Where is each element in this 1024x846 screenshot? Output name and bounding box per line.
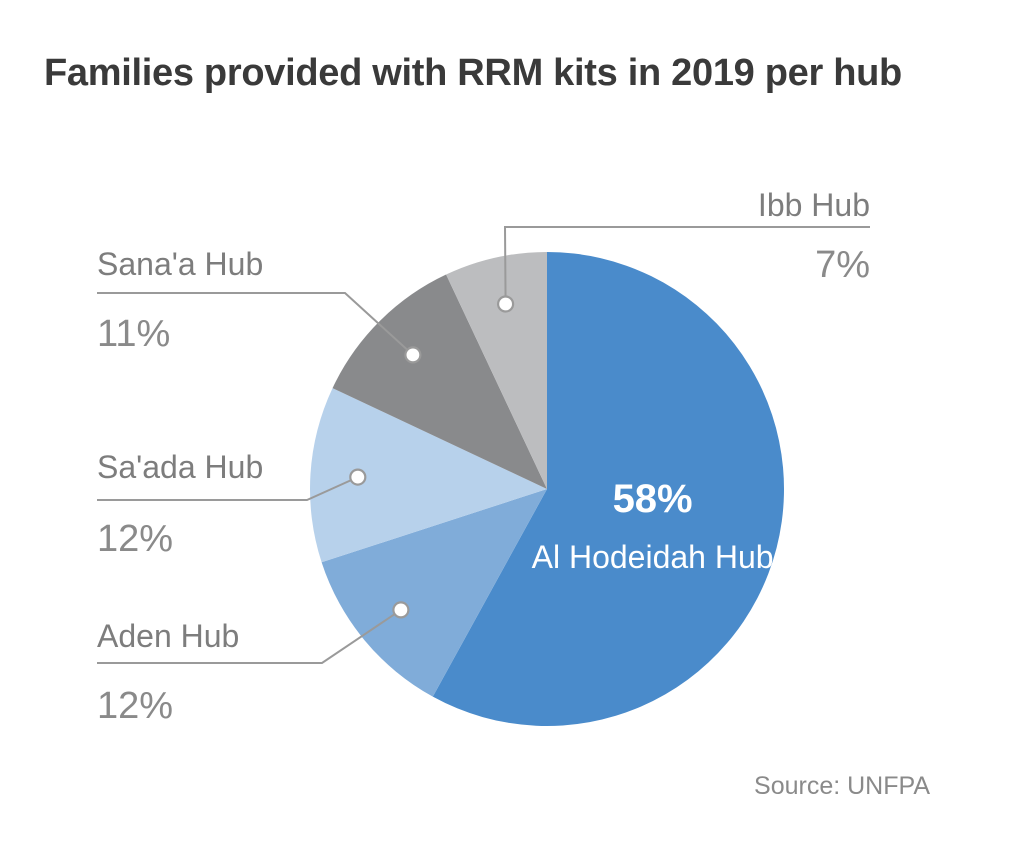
pie-slice-sa-ada-hub [310, 388, 547, 563]
pie-slice-aden-hub [321, 489, 547, 697]
leader-line [97, 609, 402, 664]
slice-name-label: Al Hodeidah Hub [532, 539, 774, 575]
leader-line [97, 292, 414, 356]
slice-name-label: Ibb Hub [758, 187, 870, 223]
leader-dot [404, 346, 422, 364]
leader-dot [349, 468, 367, 486]
slice-value-label: 7% [815, 244, 870, 286]
leader-dot [497, 295, 515, 313]
pie-slice-sana-a-hub [332, 274, 547, 489]
chart-title: Families provided with RRM kits in 2019 … [44, 52, 902, 94]
slice-value-label: 12% [97, 518, 173, 560]
slice-name-label: Sana'a Hub [97, 246, 263, 282]
source-note: Source: UNFPA [754, 772, 930, 800]
leader-line [97, 476, 359, 501]
slice-name-label: Sa'ada Hub [97, 449, 263, 485]
leader-dot [392, 601, 410, 619]
leader-line [503, 226, 870, 305]
slice-value-label: 11% [97, 313, 170, 355]
slice-name-label: Aden Hub [97, 618, 239, 654]
pie-slice-al-hodeidah-hub [432, 252, 785, 726]
slice-value-label: 12% [97, 685, 173, 727]
slice-value-label: 58% [613, 477, 693, 521]
pie-slice-ibb-hub [446, 252, 547, 489]
